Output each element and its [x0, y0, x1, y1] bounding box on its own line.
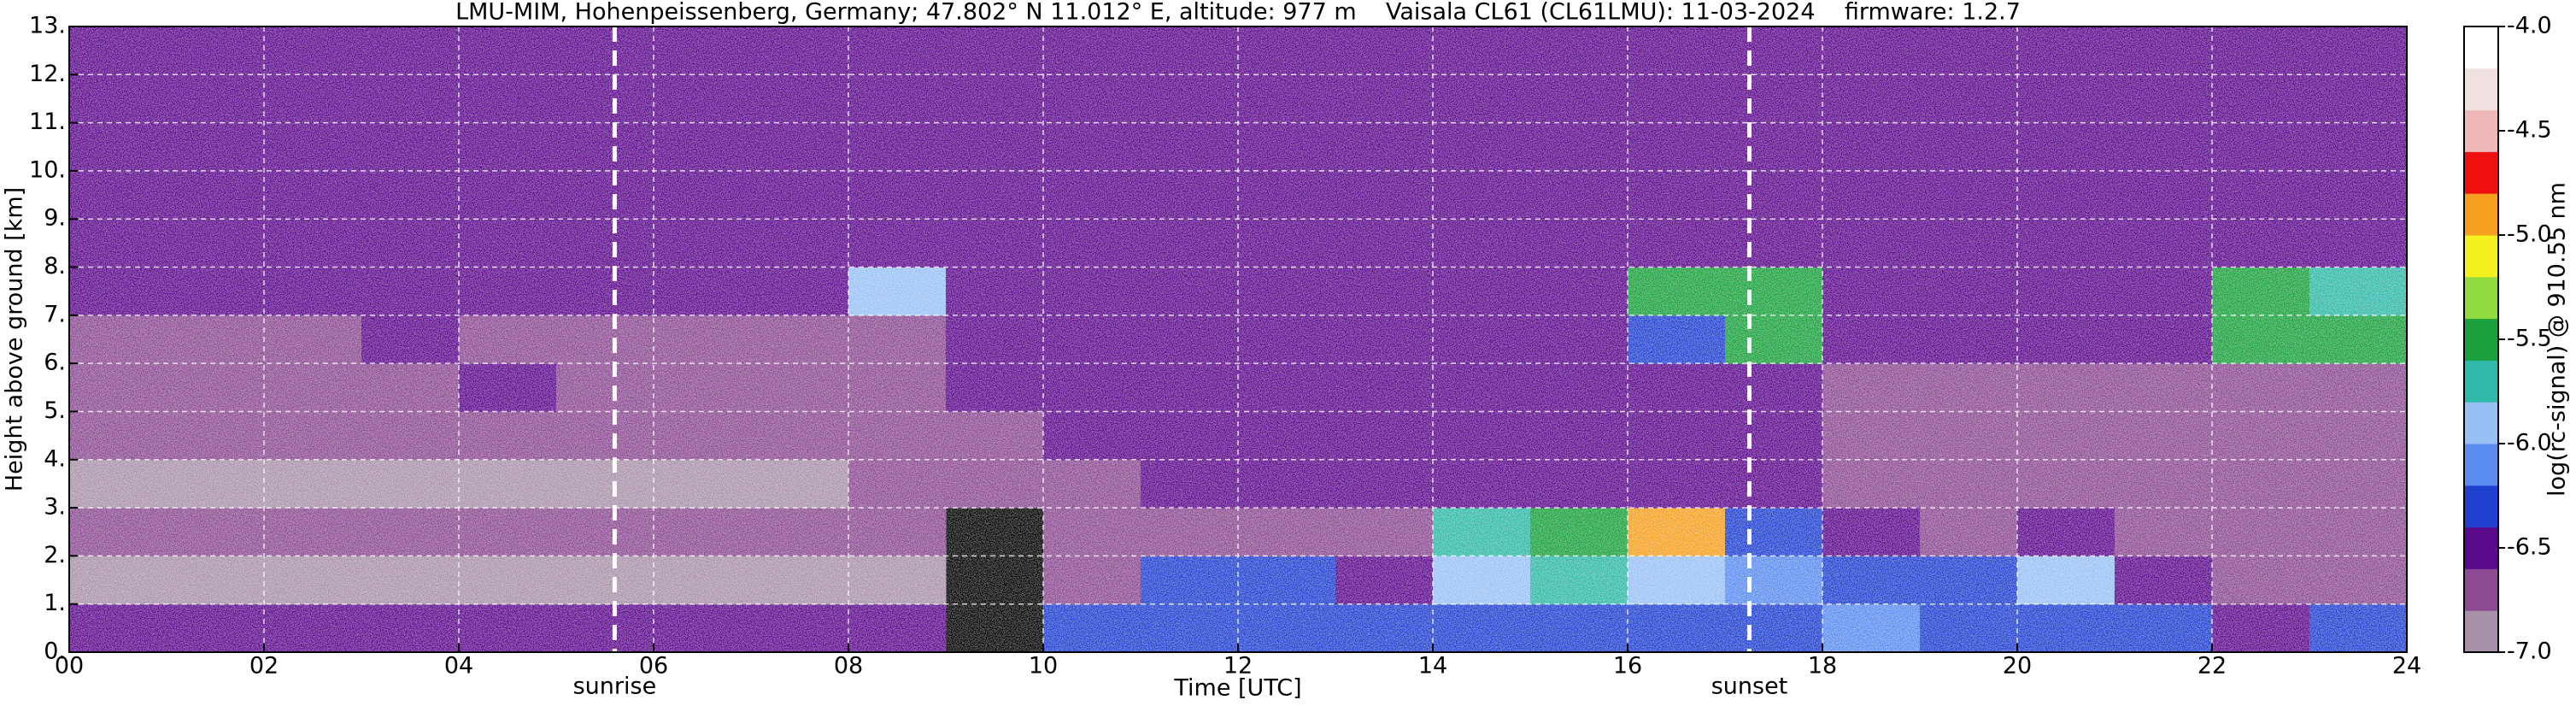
- colorbar-tick-label: -7.0: [2507, 638, 2552, 665]
- colorbar-swatch: [2464, 109, 2498, 152]
- x-tick-label: 20: [2003, 653, 2032, 680]
- annotation-label: sunset: [1711, 674, 1788, 700]
- y-tick-label: 3.: [44, 494, 66, 521]
- chart-title: LMU-MIM, Hohenpeissenberg, Germany; 47.8…: [455, 0, 2021, 26]
- plot-frame: [68, 26, 2408, 653]
- colorbar-swatch: [2464, 26, 2498, 69]
- colorbar-swatch: [2464, 276, 2498, 320]
- colorbar-swatch: [2464, 235, 2498, 278]
- colorbar-swatch: [2464, 360, 2498, 403]
- colorbar-swatch: [2464, 444, 2498, 486]
- y-tick-label: 5.: [44, 397, 66, 424]
- colorbar-tick-label: -4.0: [2507, 13, 2552, 39]
- x-tick-label: 10: [1029, 653, 1058, 680]
- colorbar-label: log(rc-signal) @ 910.55 nm: [2544, 182, 2571, 497]
- x-axis-label: Time [UTC]: [1173, 675, 1301, 702]
- colorbar-tick-label: -5.0: [2507, 221, 2552, 248]
- y-axis-label: Height above ground [km]: [2, 187, 28, 491]
- colorbar-tick-label: -6.0: [2507, 430, 2552, 456]
- colorbar-tick-label: -5.5: [2507, 326, 2552, 352]
- x-tick-label: 18: [1808, 653, 1837, 680]
- x-tick-label: 22: [2198, 653, 2227, 680]
- x-tick-label: 14: [1418, 653, 1447, 680]
- colorbar-swatch: [2464, 193, 2498, 236]
- x-tick-label: 06: [639, 653, 668, 680]
- x-tick-label: 16: [1613, 653, 1642, 680]
- colorbar-swatch: [2464, 568, 2498, 611]
- colorbar-swatch: [2464, 318, 2498, 361]
- y-tick-label: 0.: [44, 638, 66, 665]
- y-tick-label: 2.: [44, 542, 66, 568]
- y-tick-label: 11.: [29, 109, 66, 135]
- colorbar-tick-label: -4.5: [2507, 117, 2552, 144]
- x-tick-label: 12: [1223, 653, 1253, 680]
- x-tick-label: 00: [55, 653, 84, 680]
- annotation-label: sunrise: [573, 674, 657, 700]
- y-tick-label: 4.: [44, 445, 66, 472]
- y-tick-label: 1.: [44, 590, 66, 616]
- colorbar-tick-label: -6.5: [2507, 534, 2552, 561]
- y-tick-label: 12.: [29, 61, 66, 87]
- y-tick-label: 13.: [29, 13, 66, 39]
- x-tick-label: 04: [444, 653, 473, 680]
- colorbar-swatch: [2464, 610, 2498, 653]
- x-tick-label: 08: [834, 653, 863, 680]
- colorbar-swatch: [2464, 485, 2498, 528]
- colorbar-swatch: [2464, 68, 2498, 111]
- x-tick-label: 02: [249, 653, 279, 680]
- x-tick-label: 24: [2392, 653, 2421, 680]
- y-tick-label: 7.: [44, 301, 66, 327]
- y-tick-label: 8.: [44, 253, 66, 279]
- y-tick-label: 9.: [44, 205, 66, 232]
- y-tick-label: 10.: [29, 156, 66, 183]
- colorbar-swatch: [2464, 402, 2498, 444]
- y-tick-label: 6.: [44, 350, 66, 376]
- colorbar-swatch: [2464, 527, 2498, 569]
- colorbar-swatch: [2464, 151, 2498, 194]
